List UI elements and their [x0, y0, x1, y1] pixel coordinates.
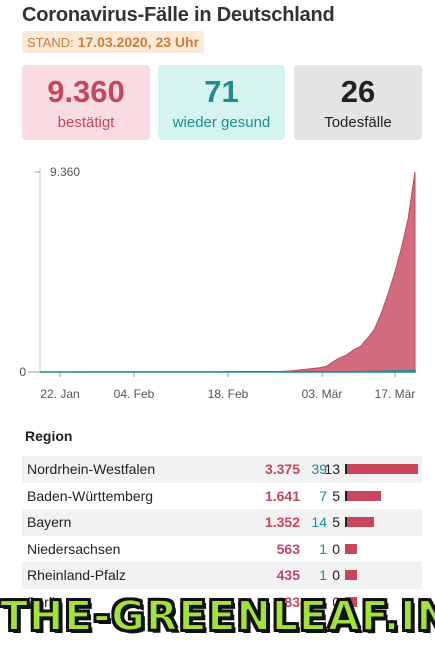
region-confirmed: 383 — [276, 593, 300, 610]
recovered-label: wieder gesund — [172, 114, 271, 131]
region-bar-deaths — [345, 517, 347, 527]
region-bar — [345, 596, 357, 607]
timestamp-badge: STAND: 17.03.2020, 23 Uhr — [22, 31, 205, 53]
confirmed-card: 9.360 bestätigt — [22, 65, 150, 140]
region-name: Bayern — [27, 514, 72, 530]
table-header-region: Region — [25, 428, 73, 444]
x-tick-label: 03. Mär — [302, 387, 343, 401]
table-row: Nordrhein-Westfalen 3.375 39 13 — [22, 456, 422, 483]
recovered-count: 71 — [204, 74, 239, 109]
confirmed-label: bestätigt — [57, 114, 115, 131]
region-recovered: 14 — [311, 514, 327, 530]
table-row: Niedersachsen 563 1 0 — [22, 536, 422, 563]
recovered-card: 71 wieder gesund — [158, 65, 285, 140]
series-confirmed-area — [39, 171, 416, 373]
region-recovered: 39 — [311, 461, 327, 477]
region-recovered: 7 — [319, 487, 327, 504]
cases-area-chart: 0 9.360 22. Jan 04. Feb 18. Feb 03. Mär 17. M… — [19, 165, 416, 401]
series-recovered-area — [40, 369, 416, 373]
region-name: Berlin — [27, 593, 63, 610]
region-recovered: 1 — [319, 593, 327, 610]
region-bar — [345, 570, 357, 580]
x-tick-label: 18. Feb — [208, 387, 249, 401]
region-name: Rheinland-Pfalz — [27, 567, 126, 583]
region-deaths: 5 — [332, 487, 340, 504]
page-title: Coronavirus-Fälle in Deutschland — [22, 4, 335, 26]
region-bar — [345, 517, 375, 527]
region-deaths: 13 — [324, 461, 340, 477]
region-confirmed: 563 — [276, 540, 300, 557]
watermark-logo: THE-GREENLEAF.IN — [0, 591, 435, 641]
x-tick-label: 17. Mär — [375, 387, 416, 401]
region-bar-deaths — [345, 464, 347, 474]
region-recovered: 1 — [319, 567, 327, 583]
region-recovered: 1 — [319, 540, 327, 557]
region-bar — [345, 464, 418, 474]
region-confirmed: 1.641 — [264, 487, 300, 504]
y-tick-label: 0 — [19, 365, 26, 379]
deaths-card: 26 Todesfälle — [294, 65, 422, 140]
region-deaths: 0 — [332, 540, 340, 557]
table-row: Rheinland-Pfalz 435 1 0 — [22, 562, 422, 589]
table-row: Baden-Württemberg 1.641 7 5 — [22, 483, 422, 510]
stand-value: 17.03.2020, 23 Uhr — [77, 34, 200, 50]
region-bar — [345, 543, 358, 554]
region-deaths: 0 — [332, 593, 340, 610]
region-bar-deaths — [345, 490, 347, 501]
region-name: Baden-Württemberg — [27, 487, 154, 504]
region-name: Niedersachsen — [27, 540, 121, 557]
deaths-count: 26 — [340, 74, 376, 109]
stand-label: STAND: — [27, 35, 74, 50]
region-bar — [345, 490, 381, 501]
confirmed-count: 9.360 — [47, 74, 125, 109]
region-deaths: 5 — [332, 514, 340, 530]
table-row: Bayern 1.352 14 5 — [22, 509, 422, 536]
region-confirmed: 3.375 — [264, 461, 300, 477]
x-tick-label: 04. Feb — [114, 387, 155, 401]
region-deaths: 0 — [332, 567, 340, 583]
region-table: Nordrhein-Westfalen 3.375 39 13 Baden-Württe… — [22, 456, 422, 615]
region-confirmed: 1.352 — [264, 514, 300, 530]
y-tick-label: 9.360 — [50, 165, 80, 179]
x-tick-label: 22. Jan — [40, 387, 79, 401]
table-row: Berlin 383 1 0 — [22, 589, 422, 616]
region-confirmed: 435 — [276, 567, 300, 583]
deaths-label: Todesfälle — [324, 114, 392, 131]
region-name: Nordrhein-Westfalen — [27, 461, 156, 477]
